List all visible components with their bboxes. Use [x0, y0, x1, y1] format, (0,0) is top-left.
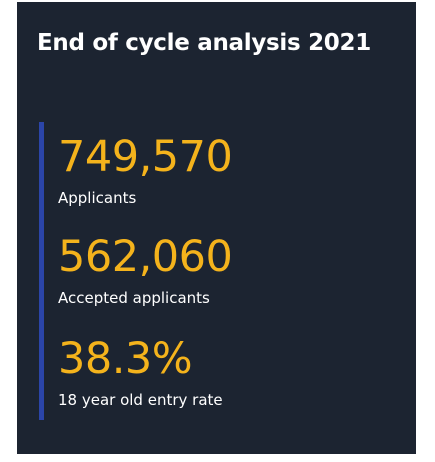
- stat-value: 38.3%: [58, 334, 193, 384]
- stat-applicants: 749,570 Applicants: [58, 132, 388, 208]
- summary-card: End of cycle analysis 2021 749,570 Appli…: [17, 2, 416, 454]
- stat-value: 562,060: [58, 232, 233, 282]
- stats-group: 749,570 Applicants 562,060 Accepted appl…: [39, 122, 389, 420]
- stat-label: Accepted applicants: [58, 289, 210, 307]
- card-title: End of cycle analysis 2021: [37, 30, 371, 56]
- stat-accepted-applicants: 562,060 Accepted applicants: [58, 232, 388, 308]
- accent-bar: [39, 122, 44, 420]
- stat-value: 749,570: [58, 132, 233, 182]
- stat-entry-rate: 38.3% 18 year old entry rate: [58, 334, 388, 410]
- stat-label: Applicants: [58, 189, 137, 207]
- stat-label: 18 year old entry rate: [58, 391, 223, 409]
